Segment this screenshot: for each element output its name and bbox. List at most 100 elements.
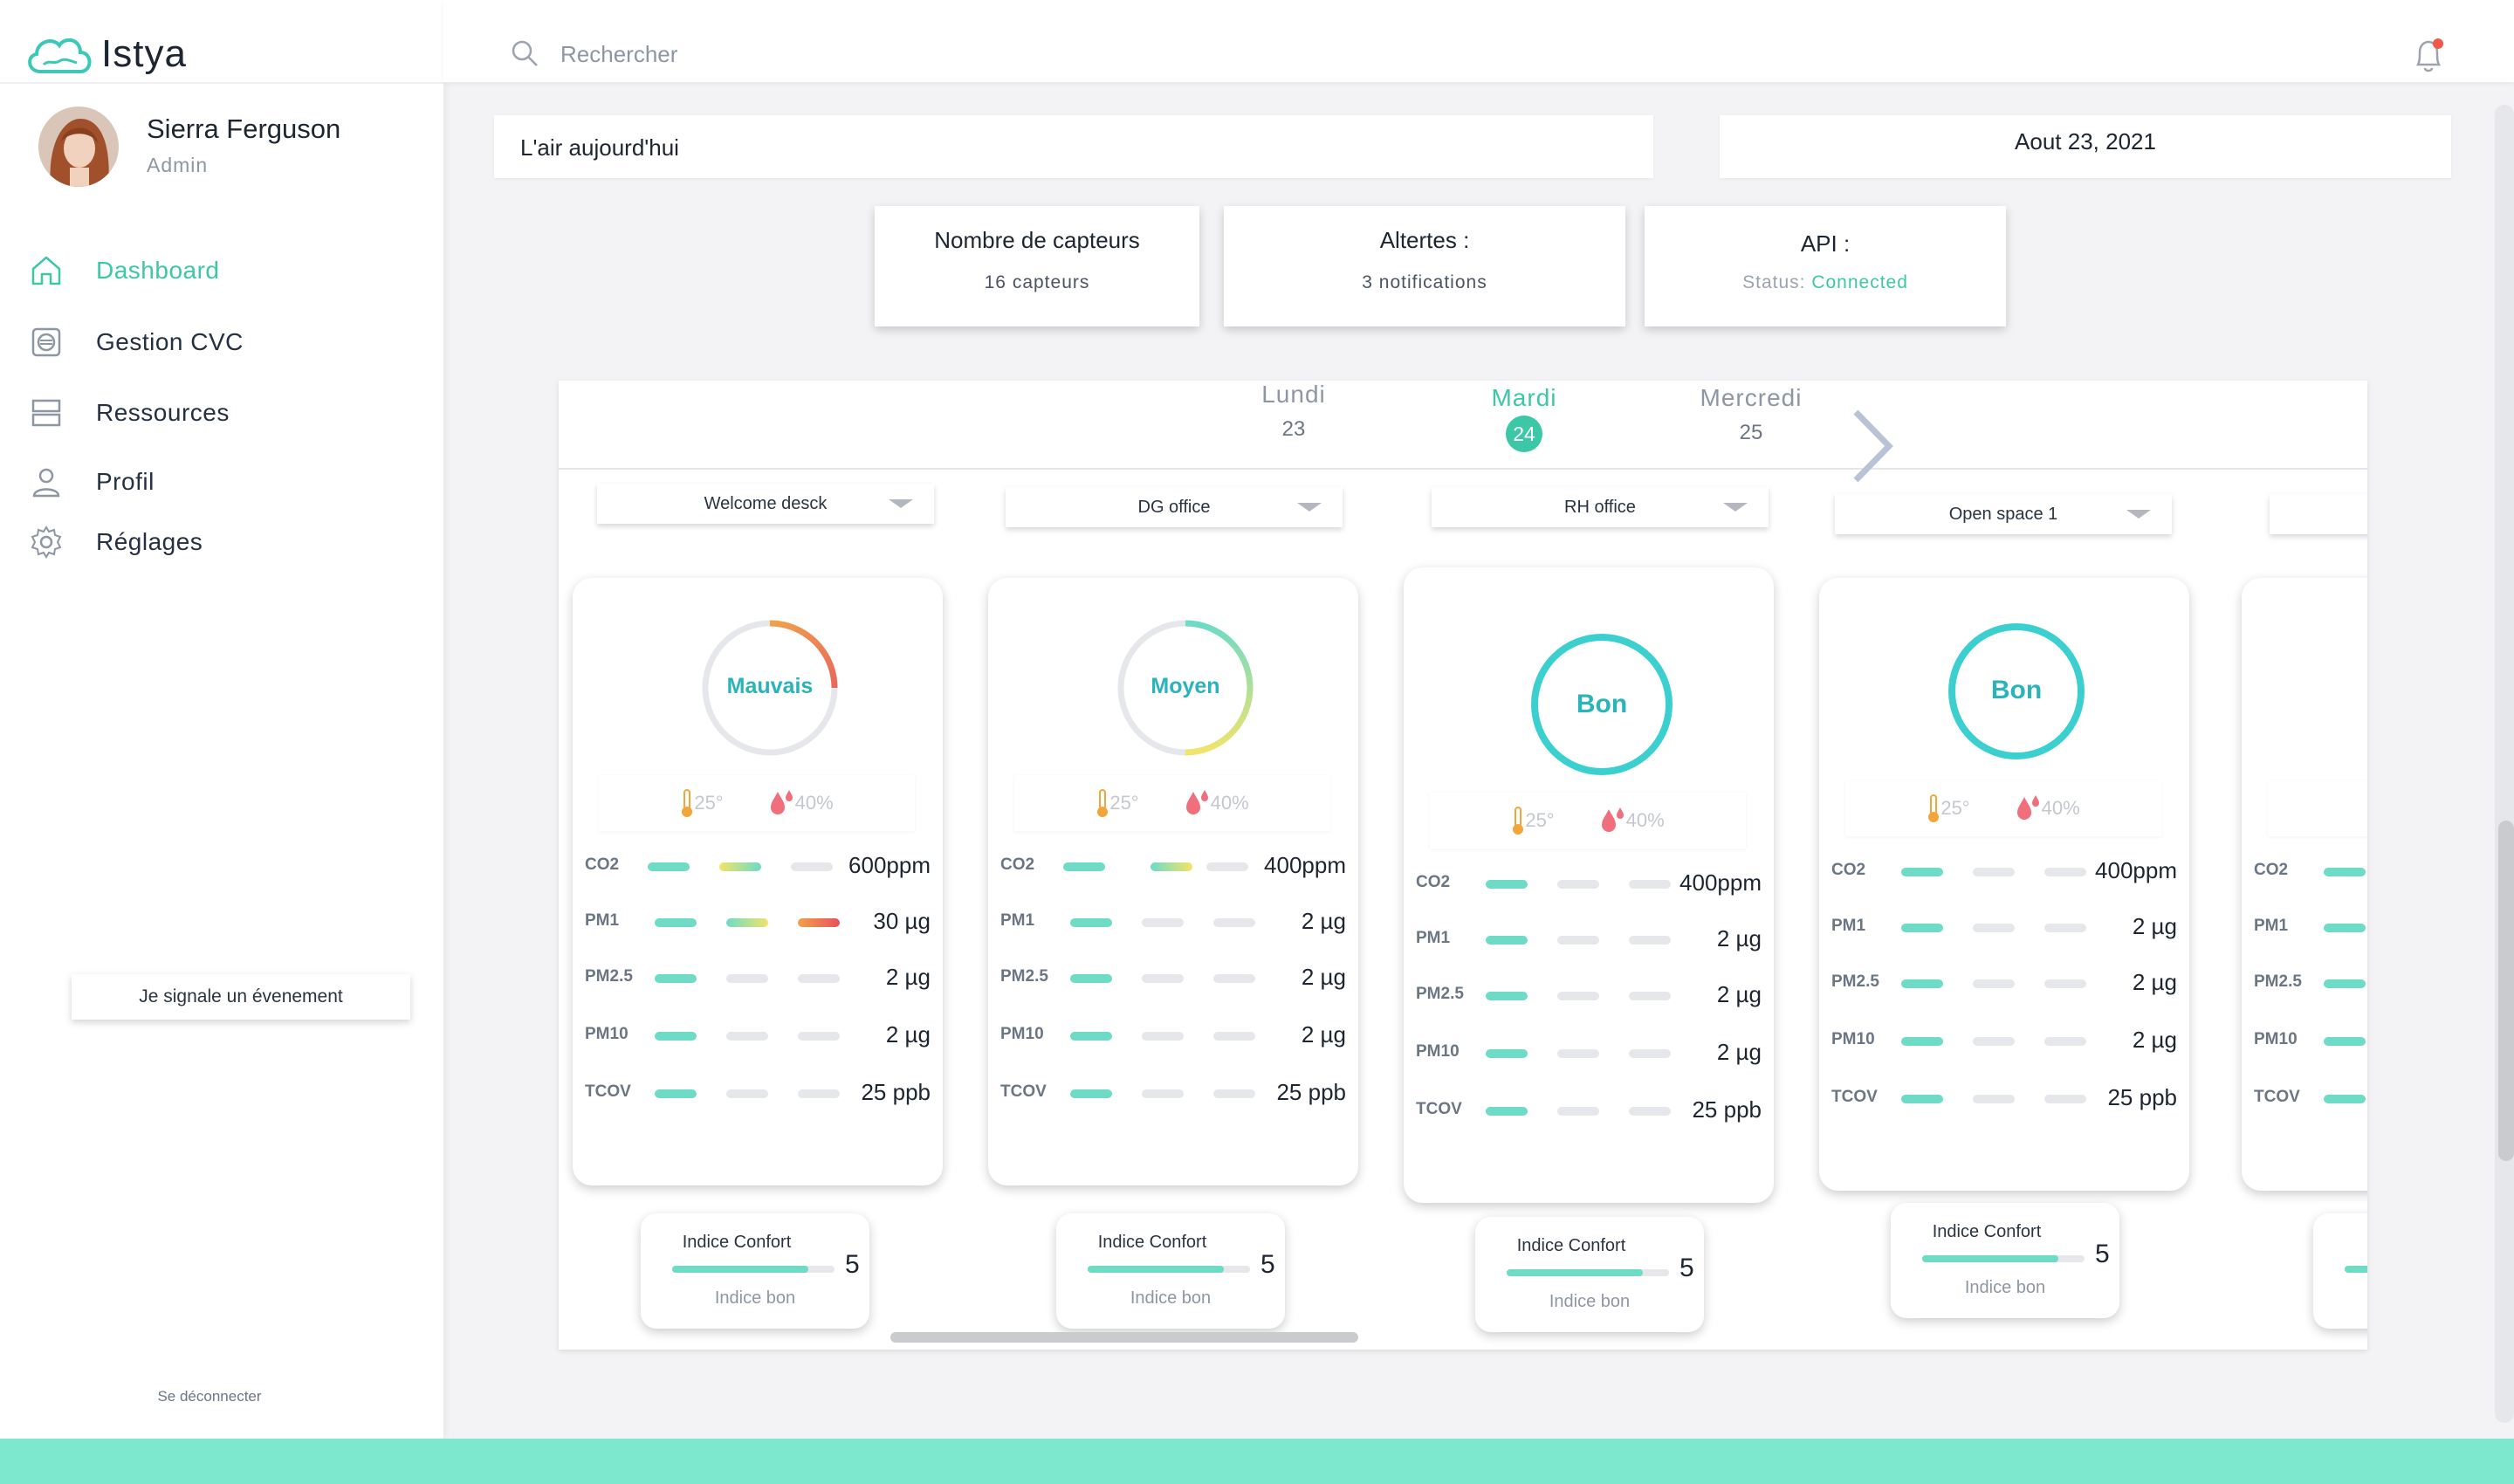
- metric-value: 2 µg: [2132, 1027, 2177, 1053]
- alerts-count: 3 notifications: [1362, 272, 1487, 292]
- comfort-progress-fill: [1507, 1269, 1644, 1276]
- api-title: API :: [1800, 230, 1851, 257]
- metric-row-pm10: PM10 2 µg: [1416, 1035, 1765, 1070]
- weather-box: [2268, 780, 2367, 836]
- day-number: 23: [1281, 417, 1306, 441]
- avatar[interactable]: [38, 106, 119, 187]
- thermometer-icon: [1097, 789, 1109, 817]
- sidebar-item-profil[interactable]: Profil: [28, 464, 155, 500]
- metric-name: TCOV: [1416, 1100, 1462, 1118]
- level-pill: [1557, 1107, 1599, 1116]
- horizontal-scrollbar-thumb[interactable]: [890, 1332, 1358, 1343]
- metric-name: PM10: [2254, 1030, 2298, 1048]
- metric-value: 2 µg: [885, 964, 931, 990]
- level-pill: [1206, 862, 1248, 871]
- comfort-progress: [1088, 1266, 1250, 1273]
- search-input[interactable]: [560, 33, 1084, 75]
- metric-value: 400ppm: [1264, 852, 1346, 878]
- sidebar-item-label: Dashboard: [96, 257, 220, 284]
- humidity-drops-icon: [770, 790, 793, 814]
- weather-box: 25° 40%: [1430, 793, 1746, 848]
- report-event-button[interactable]: Je signale un évenement: [72, 974, 410, 1020]
- level-pill: [1901, 1095, 1943, 1103]
- metric-row-pm1: PM1 2 µg: [1000, 904, 1350, 939]
- api-card: API : Status: Connected: [1645, 206, 2006, 326]
- level-pill: [1973, 1037, 2015, 1046]
- level-pill: [655, 918, 697, 927]
- metric-row-tcov: TCOV 25 ppb: [1416, 1093, 1765, 1128]
- room-select-value: DG office: [1137, 498, 1211, 517]
- level-pill: [1557, 936, 1599, 945]
- metric-name: CO2: [1416, 873, 1451, 891]
- comfort-score: 5: [1260, 1250, 1275, 1279]
- level-pill: [1629, 1107, 1671, 1116]
- alerts-card[interactable]: Altertes : 3 notifications: [1224, 206, 1625, 326]
- room-select-2[interactable]: DG office: [1006, 487, 1343, 527]
- level-pill: [1070, 918, 1112, 927]
- page-scrollbar-track[interactable]: [2495, 105, 2514, 1423]
- metric-name: PM2.5: [2254, 972, 2302, 991]
- comfort-progress-fill: [1088, 1266, 1225, 1273]
- metric-row-tcov: TCOV 25 ppb: [585, 1075, 934, 1110]
- chevron-right-icon[interactable]: [1845, 407, 1898, 490]
- metric-row-pm1: PM1 2 µg: [1416, 922, 1765, 957]
- room-select-1[interactable]: Welcome desck: [597, 484, 934, 524]
- metric-name: PM10: [1000, 1025, 1044, 1043]
- sensors-title: Nombre de capteurs: [934, 227, 1140, 253]
- level-pill: [1213, 974, 1255, 983]
- air-quality-gauge: [702, 620, 838, 756]
- metric-value: 30 µg: [873, 908, 931, 934]
- logo[interactable]: Istya: [23, 30, 187, 79]
- cloud-logo-icon: [28, 38, 92, 73]
- days-bar: Lundi 23 Mardi 24 Mercredi 25: [559, 381, 2367, 483]
- level-pill: [1213, 918, 1255, 927]
- temperature-value: 25°: [694, 792, 724, 814]
- level-pill: [1629, 992, 1671, 1000]
- room-select-4[interactable]: Open space 1: [1835, 494, 2172, 534]
- level-pill: [798, 1032, 840, 1041]
- metric-name: PM1: [1416, 929, 1451, 947]
- metric-row-pm25: PM2.5 2 µg: [1000, 960, 1350, 995]
- level-pill: [1486, 992, 1528, 1000]
- thermometer-icon: [682, 789, 693, 817]
- notification-bell-icon[interactable]: [2411, 35, 2446, 79]
- logout-link[interactable]: Se déconnecter: [157, 1388, 262, 1405]
- level-pill: [1213, 1032, 1255, 1041]
- metric-name: PM10: [585, 1025, 628, 1043]
- sidebar-item-dashboard[interactable]: Dashboard: [28, 252, 219, 289]
- sidebar-item-label: Réglages: [96, 528, 203, 555]
- level-pill: [1213, 1089, 1255, 1098]
- sidebar-item-gestion-cvc[interactable]: Gestion CVC: [28, 324, 244, 361]
- room-select-value: RH office: [1564, 498, 1636, 517]
- room-select-5[interactable]: [2270, 494, 2367, 534]
- metric-value: 2 µg: [1716, 1039, 1762, 1065]
- comfort-index-card-2: Indice Confort 5 Indice bon: [1056, 1213, 1285, 1329]
- search-icon[interactable]: [510, 38, 539, 72]
- topbar: [443, 0, 2514, 82]
- metric-row-pm25: PM2.5 2 µg: [1416, 978, 1765, 1013]
- metric-value: 2 µg: [885, 1021, 931, 1048]
- humidity: 40%: [1185, 788, 1249, 818]
- sidebar-item-ressources[interactable]: Ressources: [28, 395, 230, 431]
- sidebar-item-reglages[interactable]: Réglages: [28, 524, 203, 560]
- humidity: 40%: [769, 788, 834, 818]
- page-scrollbar-thumb[interactable]: [2498, 821, 2514, 1161]
- level-pill: [655, 1089, 697, 1098]
- level-pill: [1973, 868, 2015, 876]
- metric-value: 400ppm: [2095, 857, 2177, 883]
- room-card-2: Moyen 25° 40% CO2 400ppm PM1 2 µg: [988, 578, 1358, 1185]
- comfort-index-title: Indice Confort: [1516, 1236, 1626, 1255]
- level-pill: [655, 974, 697, 983]
- metric-row-pm10: PM10 2 µg: [1831, 1023, 2181, 1058]
- level-pill: [1142, 918, 1184, 927]
- day-mardi[interactable]: Mardi 24: [1437, 384, 1611, 452]
- sidebar-item-label: Profil: [96, 468, 155, 495]
- day-mercredi[interactable]: Mercredi 25: [1664, 384, 1838, 445]
- avatar-image: [38, 106, 119, 187]
- level-pill: [1901, 924, 1943, 932]
- level-pill: [1063, 862, 1105, 871]
- comfort-progress: [672, 1266, 835, 1273]
- comfort-index-title: Indice Confort: [1932, 1222, 2042, 1241]
- room-select-3[interactable]: RH office: [1432, 487, 1769, 527]
- day-lundi[interactable]: Lundi 23: [1206, 381, 1381, 442]
